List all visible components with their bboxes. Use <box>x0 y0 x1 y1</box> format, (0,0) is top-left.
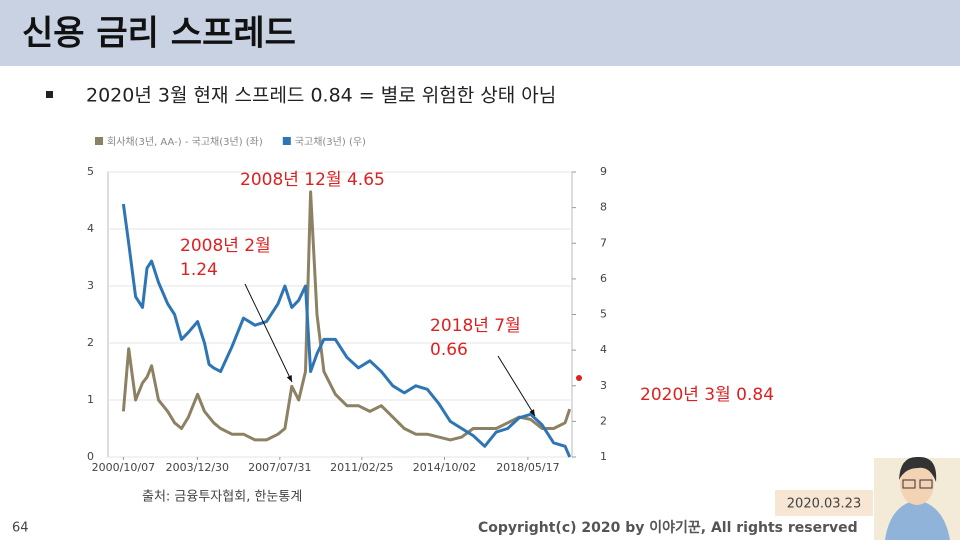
arrow-head <box>286 375 292 382</box>
annotation-arrow <box>497 355 536 417</box>
y-tick-label: 5 <box>87 165 94 178</box>
y2-tick-label: 5 <box>600 308 607 321</box>
copyright: Copyright(c) 2020 by 이야기꾼, All rights re… <box>478 519 858 536</box>
y2-tick-label: 8 <box>600 201 607 214</box>
arrow-head <box>529 409 535 416</box>
annotation: 2008년 2월 <box>180 236 271 256</box>
legend-swatch <box>95 137 103 145</box>
slide-title: 신용 금리 스프레드 <box>22 14 296 54</box>
y-tick-label: 4 <box>87 222 94 235</box>
date-box <box>775 490 873 516</box>
annotation: 0.66 <box>430 340 468 360</box>
source: 출처: 금융투자협회, 한눈통계 <box>142 490 302 505</box>
y2-tick-label: 9 <box>600 165 607 178</box>
x-tick-label: 2011/02/25 <box>330 461 393 474</box>
x-tick-label: 2018/05/17 <box>496 461 559 474</box>
x-tick-label: 2000/10/07 <box>92 461 155 474</box>
y-tick-label: 0 <box>87 450 94 463</box>
title-bar <box>0 0 960 66</box>
series-line <box>121 190 572 442</box>
bullet-marker <box>46 91 53 98</box>
date: 2020.03.23 <box>787 497 861 512</box>
bullet-text: 2020년 3월 현재 스프레드 0.84 = 별로 위험한 상태 아님 <box>86 85 556 107</box>
plot-frame <box>107 171 573 458</box>
y-tick-label: 2 <box>87 336 94 349</box>
annotation: 2018년 7월 <box>430 316 521 336</box>
annotation-arrow <box>244 283 293 383</box>
y2-tick-label: 3 <box>600 379 607 392</box>
y-tick-label: 3 <box>87 279 94 292</box>
annotation: 2008년 12월 4.65 <box>240 170 385 190</box>
y2-tick-label: 4 <box>600 343 607 356</box>
x-tick-label: 2014/10/02 <box>413 461 476 474</box>
series-line <box>121 203 572 458</box>
y2-tick-label: 2 <box>600 414 607 427</box>
annotation: 2020년 3월 0.84 <box>640 385 774 405</box>
pointer-dot <box>576 375 582 381</box>
page-number: 64 <box>12 521 29 536</box>
y2-tick-label: 7 <box>600 236 607 249</box>
legend-label: 국고채(3년) (우) <box>295 136 366 148</box>
y-tick-label: 1 <box>87 393 94 406</box>
y2-tick-label: 1 <box>600 450 607 463</box>
legend-label: 회사채(3년, AA-) - 국고채(3년) (좌) <box>107 136 263 148</box>
legend-swatch <box>282 137 291 145</box>
avatar <box>874 456 960 540</box>
x-tick-label: 2003/12/30 <box>166 461 229 474</box>
annotation: 1.24 <box>180 260 218 280</box>
x-tick-label: 2007/07/31 <box>248 461 311 474</box>
y2-tick-label: 6 <box>600 272 607 285</box>
